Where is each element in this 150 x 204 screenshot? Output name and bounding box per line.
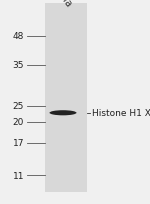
Text: 25: 25	[13, 102, 24, 111]
Text: 48: 48	[13, 32, 24, 41]
Text: 17: 17	[12, 138, 24, 147]
Bar	[45, 4, 87, 192]
Text: Histone H1 X: Histone H1 X	[92, 109, 150, 118]
Text: 20: 20	[13, 118, 24, 127]
Ellipse shape	[50, 111, 76, 116]
Text: 11: 11	[12, 171, 24, 180]
Text: Hela: Hela	[52, 0, 74, 9]
Text: 35: 35	[12, 61, 24, 70]
